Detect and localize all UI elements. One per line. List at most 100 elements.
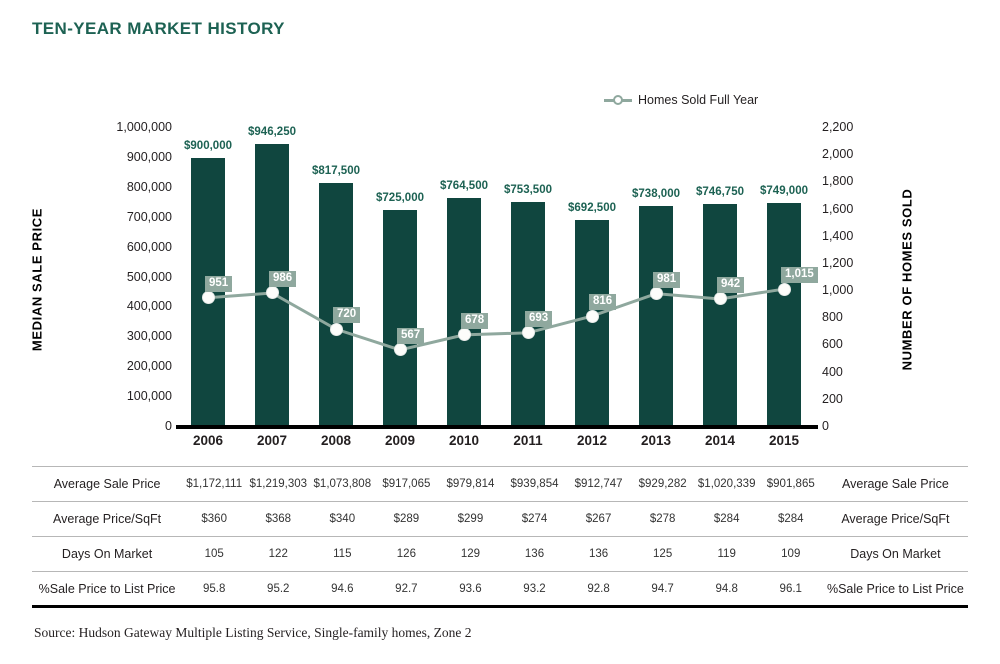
line-marker-2014: [713, 292, 727, 306]
table-cell: $929,282: [630, 466, 695, 502]
bar-2009: [383, 210, 417, 427]
table-cell: $901,865: [758, 466, 823, 502]
right-tick-label: 400: [822, 364, 843, 379]
table-cell: 94.7: [630, 571, 695, 608]
table-cell: 122: [246, 536, 311, 572]
table-cell: 125: [630, 536, 695, 572]
bar-value-label: $753,500: [504, 183, 552, 196]
line-value-label: 816: [589, 294, 617, 311]
left-tick-label: 300,000: [126, 329, 172, 344]
line-marker-2015: [777, 282, 791, 296]
table-row: %Sale Price to List Price 95.8 95.2 94.6 92.…: [32, 571, 968, 608]
bar-value-label: $749,000: [760, 185, 808, 198]
table-cell: 136: [502, 536, 567, 572]
table-cell: 93.6: [438, 571, 503, 608]
table-cell: 93.2: [502, 571, 567, 608]
bar-value-label: $738,000: [632, 188, 680, 201]
row-label-right: Average Sale Price: [822, 466, 968, 502]
table-cell: $360: [182, 501, 247, 537]
bar-value-label: $764,500: [440, 180, 488, 193]
table-cell: 92.7: [374, 571, 439, 608]
x-tick-2015: 2015: [768, 433, 800, 448]
table-cell: 109: [758, 536, 823, 572]
table-cell: $368: [246, 501, 311, 537]
table-cell: $917,065: [374, 466, 439, 502]
right-tick-label: 0: [822, 419, 829, 433]
table-cell: 96.1: [758, 571, 823, 608]
table-cell: $278: [630, 501, 695, 537]
line-marker-2008: [329, 322, 343, 336]
line-marker-2010: [457, 328, 471, 342]
table-row: Days On Market 105 122 115 126 129 136 136 125 11…: [32, 536, 968, 572]
table-cell: 119: [694, 536, 759, 572]
line-marker-2007: [265, 286, 279, 300]
x-tick-2007: 2007: [256, 433, 288, 448]
table-cell: 95.8: [182, 571, 247, 608]
table-row: Average Price/SqFt $360 $368 $340 $289 $299 $2…: [32, 501, 968, 537]
bar-value-label: $746,750: [696, 185, 744, 198]
bar-2013: [639, 206, 673, 427]
right-tick-label: 1,000: [822, 283, 854, 298]
right-tick-label: 2,000: [822, 147, 854, 162]
chart-legend: Homes Sold Full Year: [604, 93, 758, 107]
x-tick-2012: 2012: [576, 433, 608, 448]
x-tick-2013: 2013: [640, 433, 672, 448]
line-series-path: [207, 287, 785, 352]
line-value-label: 981: [653, 271, 681, 288]
table-cell: 95.2: [246, 571, 311, 608]
bar-2015: [767, 203, 801, 427]
bar-2014: [703, 203, 737, 427]
right-tick-label: 800: [822, 310, 843, 325]
table-cell: $284: [694, 501, 759, 537]
source-note: Source: Hudson Gateway Multiple Listing …: [34, 625, 472, 640]
right-tick-label: 1,800: [822, 174, 854, 189]
row-label-left: Average Price/SqFt: [32, 501, 183, 537]
left-tick-label: 700,000: [126, 209, 172, 224]
table-cell: $912,747: [566, 466, 631, 502]
x-tick-2009: 2009: [384, 433, 416, 448]
bar-value-label: $817,500: [312, 164, 360, 177]
table-cell: 105: [182, 536, 247, 572]
x-tick-2014: 2014: [704, 433, 736, 448]
left-tick-label: 0: [165, 419, 172, 433]
line-marker-icon: [604, 94, 632, 106]
right-tick-label: 1,600: [822, 201, 854, 216]
table-cell: $979,814: [438, 466, 503, 502]
right-axis-title: NUMBER OF HOMES SOLD: [899, 188, 915, 371]
table-cell: $1,020,339: [694, 466, 759, 502]
table-cell: $274: [502, 501, 567, 537]
bar-value-label: $692,500: [568, 201, 616, 214]
page-title: TEN-YEAR MARKET HISTORY: [32, 19, 285, 38]
x-tick-2010: 2010: [448, 433, 480, 448]
line-value-label: 1,015: [781, 267, 818, 284]
chart-area: MEDIAN SALE PRICE NUMBER OF HOMES SOLD 1…: [0, 120, 1000, 455]
table-row: Average Sale Price $1,172,111 $1,219,303 $1…: [32, 466, 968, 502]
x-tick-2006: 2006: [192, 433, 224, 448]
table-cell: $267: [566, 501, 631, 537]
bar-value-label: $725,000: [376, 192, 424, 205]
table-cell: 115: [310, 536, 375, 572]
table-cell: 94.8: [694, 571, 759, 608]
table-cell: 126: [374, 536, 439, 572]
right-tick-label: 200: [822, 391, 843, 406]
line-marker-2012: [585, 309, 599, 323]
x-tick-2008: 2008: [320, 433, 352, 448]
line-value-label: 678: [461, 312, 489, 329]
right-tick-label: 600: [822, 337, 843, 352]
left-tick-label: 400,000: [126, 299, 172, 314]
left-tick-label: 800,000: [126, 179, 172, 194]
left-tick-label: 100,000: [126, 389, 172, 404]
row-label-right: Days On Market: [822, 536, 968, 572]
row-label-right: Average Price/SqFt: [822, 501, 968, 537]
line-value-label: 567: [397, 327, 425, 344]
table-cell: $340: [310, 501, 375, 537]
x-axis-baseline: [176, 425, 818, 429]
line-value-label: 951: [205, 275, 233, 292]
table-cell: 136: [566, 536, 631, 572]
legend-label-homes-sold: Homes Sold Full Year: [638, 93, 759, 107]
table-cell: 129: [438, 536, 503, 572]
table-cell: 94.6: [310, 571, 375, 608]
left-tick-label: 900,000: [126, 149, 172, 164]
table-cell: $284: [758, 501, 823, 537]
stats-table: Average Sale Price $1,172,111 $1,219,303 $1…: [32, 466, 968, 608]
